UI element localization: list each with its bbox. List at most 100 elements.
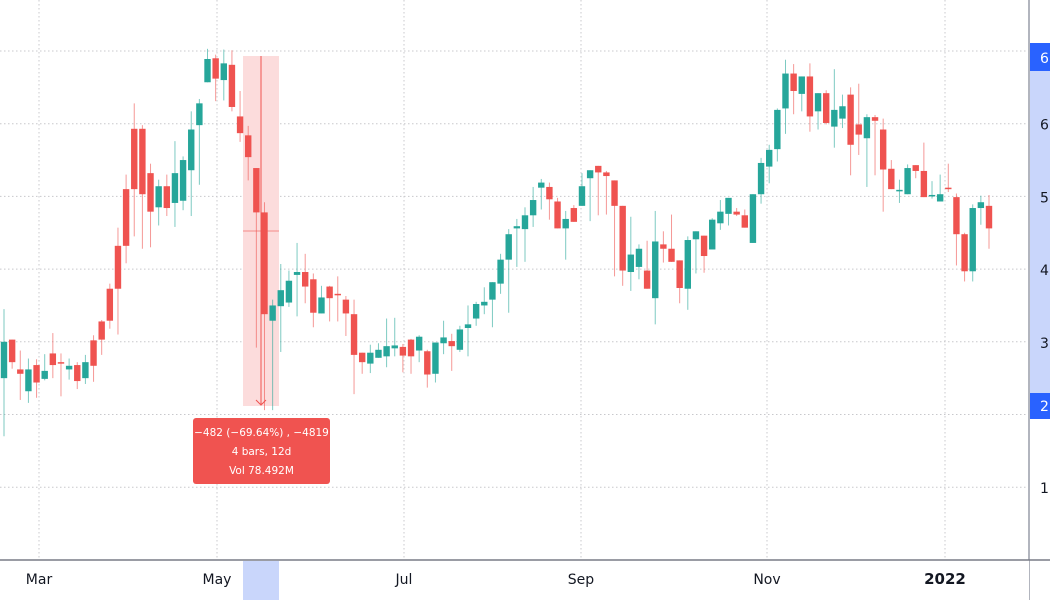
candle <box>245 125 252 181</box>
candle <box>863 114 871 187</box>
candle <box>367 344 374 374</box>
candle <box>448 333 455 371</box>
candle <box>578 173 586 206</box>
candle <box>188 111 195 217</box>
candle <box>904 164 911 195</box>
candle <box>831 69 838 148</box>
candle <box>415 335 423 363</box>
candle <box>407 338 415 374</box>
candle <box>293 242 301 317</box>
candle <box>814 93 822 130</box>
candle <box>334 276 341 322</box>
candle <box>676 260 683 304</box>
candle <box>513 218 521 267</box>
candle <box>888 160 895 190</box>
candle <box>953 193 960 266</box>
candle <box>717 200 724 230</box>
candle <box>570 205 578 222</box>
candle <box>228 50 236 112</box>
candle <box>855 83 862 155</box>
candle <box>318 285 325 314</box>
candle <box>253 168 260 348</box>
candle <box>82 354 89 384</box>
candle <box>782 59 789 134</box>
candle <box>839 94 846 129</box>
candle <box>269 299 276 411</box>
candle <box>692 231 700 274</box>
candle <box>912 165 919 179</box>
price-high-marker <box>1030 43 1050 71</box>
candle <box>163 174 171 217</box>
price-low-label: 2 <box>1040 399 1049 415</box>
candle <box>603 170 610 215</box>
candle <box>383 318 390 368</box>
grid-lines <box>0 0 1029 560</box>
candle <box>399 343 407 373</box>
time-tick-label: Sep <box>568 572 595 588</box>
candle <box>546 182 553 220</box>
candle <box>440 320 447 355</box>
candle <box>358 352 366 374</box>
candle <box>106 283 114 329</box>
time-axis[interactable]: Mar May Jul Sep Nov 2022 <box>0 559 1050 600</box>
candle <box>847 87 854 176</box>
price-low-marker <box>1030 393 1050 419</box>
candle <box>131 103 138 237</box>
candle <box>456 325 464 352</box>
measure-tooltip: −482 (−69.64%) , −4819 4 bars, 12d Vol 7… <box>193 418 330 484</box>
candle <box>741 209 748 228</box>
candle <box>236 90 244 142</box>
candle <box>757 157 765 204</box>
candle <box>464 305 472 357</box>
candle <box>220 49 227 101</box>
candle <box>285 270 293 307</box>
candle <box>391 317 398 357</box>
candle <box>326 285 333 322</box>
candle <box>8 339 16 369</box>
candle <box>505 229 512 313</box>
measure-bars-text: 4 bars, 12d <box>231 446 292 458</box>
candle <box>25 358 32 403</box>
candle <box>619 205 626 286</box>
time-tick-label: Nov <box>753 572 780 588</box>
candle <box>497 253 504 294</box>
candle <box>920 142 928 198</box>
candle <box>17 350 24 400</box>
measure-delta-text: −482 (−69.64%) , −4819 <box>194 427 329 439</box>
candle <box>774 108 781 162</box>
candle <box>350 299 358 395</box>
candle <box>806 63 814 132</box>
candle <box>896 179 903 203</box>
candle <box>472 301 480 326</box>
candle <box>961 232 968 282</box>
price-axis[interactable]: 6 5 4 3 1 6 2 <box>1028 0 1050 600</box>
candle <box>114 227 122 335</box>
candles <box>0 48 993 437</box>
price-tick-label: 6 <box>1040 118 1049 134</box>
candle <box>90 335 97 382</box>
candle <box>969 204 976 282</box>
candle <box>301 253 309 304</box>
candle <box>171 141 179 227</box>
candle <box>635 244 643 280</box>
candle <box>749 194 757 243</box>
price-tick-label: 3 <box>1040 336 1049 352</box>
candle <box>766 144 773 184</box>
candle <box>139 125 146 249</box>
candle <box>668 214 675 262</box>
candle <box>700 235 708 273</box>
candle <box>122 174 130 264</box>
candle <box>562 210 569 260</box>
candle <box>733 208 740 217</box>
price-high-label: 6 <box>1040 51 1049 67</box>
candle <box>179 156 187 211</box>
candle <box>74 362 81 390</box>
candle <box>595 165 602 216</box>
candle <box>57 353 65 397</box>
candle <box>652 210 659 325</box>
price-tick-label: 1 <box>1040 481 1049 497</box>
candle <box>98 319 105 355</box>
candle <box>310 273 317 328</box>
